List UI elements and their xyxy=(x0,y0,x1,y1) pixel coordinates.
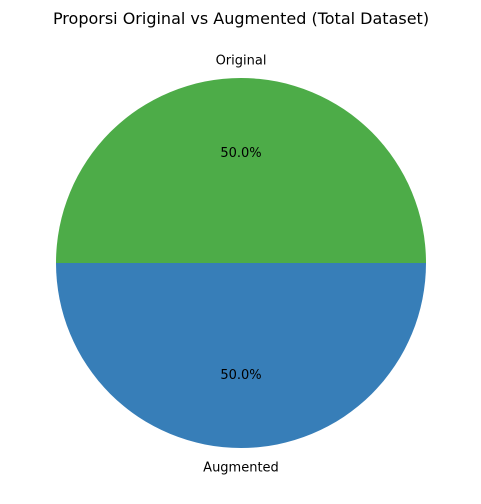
pie-labels: 50.0% Original 50.0% Augmented xyxy=(203,54,279,476)
slice-category-label: Augmented xyxy=(203,461,279,476)
pie-slices xyxy=(56,78,426,448)
slice-category-label: Original xyxy=(216,54,267,69)
pie-slice-original xyxy=(56,78,426,263)
pie-slice-augmented xyxy=(56,263,426,448)
slice-percent-label: 50.0% xyxy=(220,368,261,383)
slice-percent-label: 50.0% xyxy=(220,146,261,161)
chart-title: Proporsi Original vs Augmented (Total Da… xyxy=(53,9,429,28)
